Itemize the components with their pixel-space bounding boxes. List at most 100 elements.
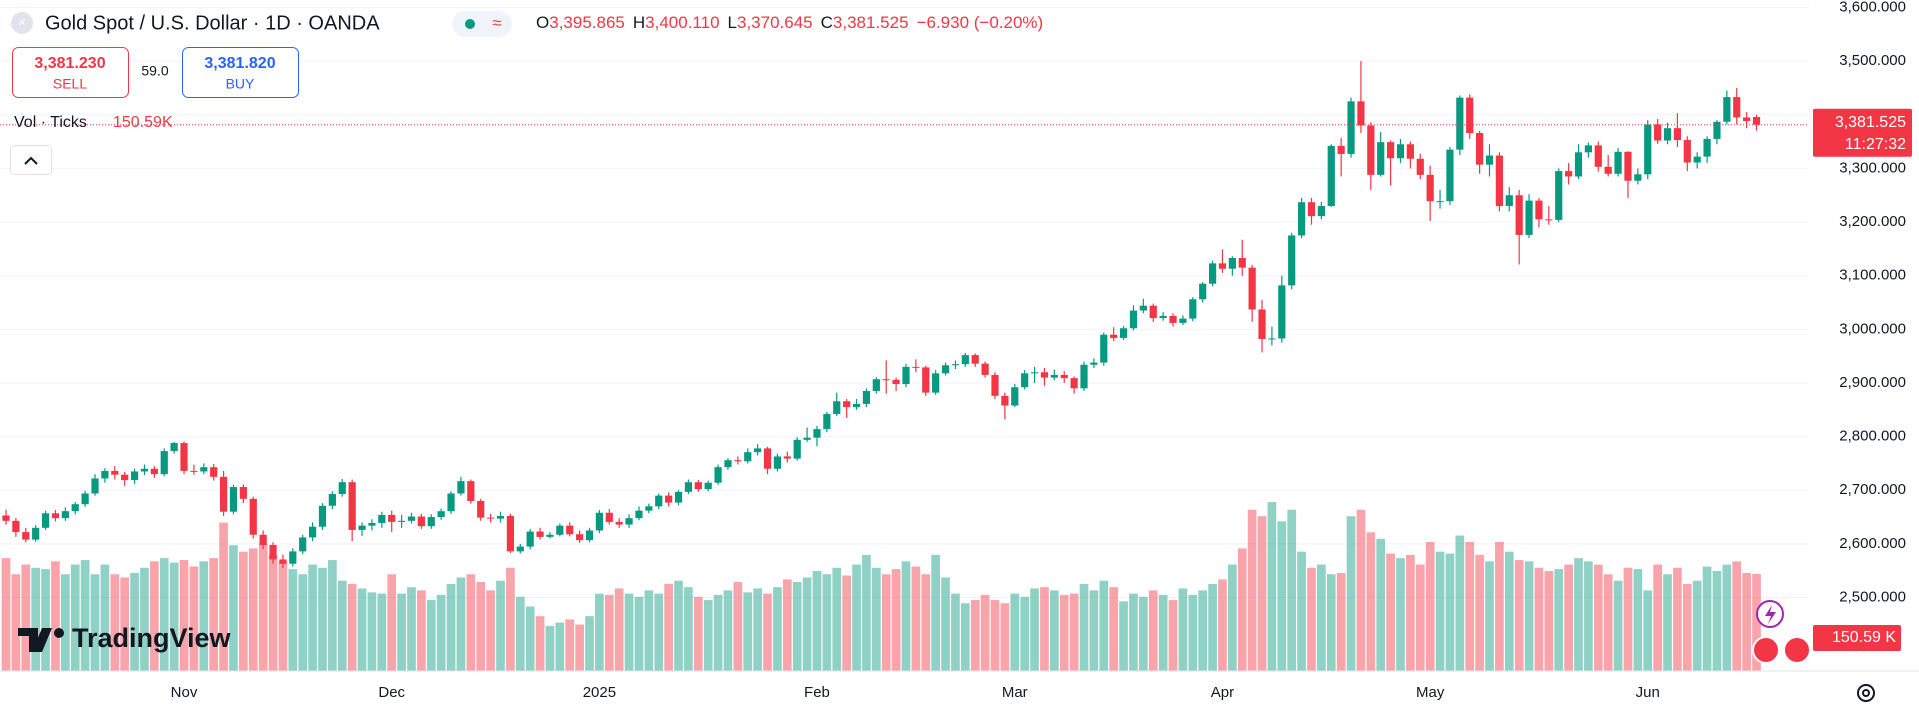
last-price-value: 3,381.525 xyxy=(1835,114,1906,131)
symbol-icon[interactable] xyxy=(11,12,33,34)
buy-button[interactable] xyxy=(182,47,299,98)
volume-bar xyxy=(792,581,802,671)
y-tick-label: 3,100.000 xyxy=(1839,267,1906,284)
volume-bar xyxy=(1079,583,1089,671)
candle-body xyxy=(259,534,267,545)
volume-bar xyxy=(1495,541,1504,671)
economic-event-icon[interactable] xyxy=(1783,636,1811,664)
collapse-icon xyxy=(24,156,38,165)
candle-body xyxy=(1060,374,1068,379)
high-value: 3,400.110 xyxy=(645,13,719,32)
volume-bar xyxy=(842,575,851,671)
y-tick-label: 2,700.000 xyxy=(1839,481,1906,498)
economic-event-icon[interactable] xyxy=(1752,636,1780,664)
candle-body xyxy=(1456,97,1464,150)
volume-bar xyxy=(288,569,298,671)
candle-body xyxy=(526,531,534,547)
settings-icon[interactable] xyxy=(1857,684,1875,702)
candle-body xyxy=(190,470,198,472)
candle-body xyxy=(1228,257,1236,269)
volume-bar xyxy=(426,600,436,671)
open-label: O xyxy=(536,13,549,32)
candle-body xyxy=(338,482,346,494)
candle-body xyxy=(793,439,801,459)
candle-body xyxy=(1179,318,1187,323)
y-tick-label: 2,900.000 xyxy=(1839,374,1906,391)
volume-bar xyxy=(862,554,871,671)
sell-button[interactable] xyxy=(12,47,129,98)
volume-bar xyxy=(1188,594,1198,671)
candle-body xyxy=(1129,310,1138,329)
volume-bar xyxy=(1593,564,1603,671)
candle-body xyxy=(694,482,702,490)
volume-bar xyxy=(1148,590,1158,671)
candle-body xyxy=(665,495,673,503)
events-glyph xyxy=(1765,605,1776,624)
candle-body xyxy=(506,515,514,552)
volume-bar xyxy=(1257,516,1267,671)
candle-body xyxy=(1743,117,1751,121)
candle-body xyxy=(101,470,109,479)
volume-bar xyxy=(674,580,683,671)
volume-bar xyxy=(229,545,238,671)
candle-body xyxy=(447,493,455,512)
candle-body xyxy=(121,474,129,481)
candle-body xyxy=(388,514,396,522)
x-tick-label: Feb xyxy=(804,684,830,701)
volume-bar xyxy=(1089,590,1099,671)
candle-body xyxy=(61,511,69,519)
candle-body xyxy=(1476,133,1484,165)
candle-body xyxy=(1495,155,1503,206)
volume-bar xyxy=(1534,567,1544,671)
volume-bar xyxy=(209,558,219,671)
volume-bar xyxy=(1030,588,1039,671)
volume-bar xyxy=(822,574,832,671)
candle-body xyxy=(1090,362,1098,365)
volume-bar xyxy=(407,587,416,671)
collapse-button[interactable] xyxy=(10,145,52,175)
candle-body xyxy=(843,401,851,408)
candle-body xyxy=(625,518,633,525)
candle-body xyxy=(1199,283,1207,300)
candle-body xyxy=(1288,235,1296,286)
candle-body xyxy=(1634,174,1642,181)
candle-body xyxy=(1683,139,1691,163)
volume-bar xyxy=(614,588,624,671)
volume-bar xyxy=(1406,554,1415,671)
volume-bar xyxy=(585,616,594,671)
candle-body xyxy=(516,546,524,552)
volume-bar xyxy=(1158,594,1168,671)
volume-bar xyxy=(852,564,861,671)
volume-bar xyxy=(446,583,456,671)
volume-bar xyxy=(100,564,110,671)
candle-body xyxy=(1446,149,1454,202)
volume-bar xyxy=(110,574,120,671)
volume-bar xyxy=(80,560,90,671)
high-label: H xyxy=(633,13,645,32)
volume-bar xyxy=(1712,571,1722,671)
volume-bar xyxy=(1297,551,1306,671)
market-open-dot xyxy=(465,19,475,29)
candle-body xyxy=(427,517,435,527)
volume-bar xyxy=(357,588,367,671)
volume-bar xyxy=(901,561,911,671)
candle-body xyxy=(348,482,356,530)
volume-bar xyxy=(1287,509,1297,671)
volume-bar xyxy=(1168,600,1178,671)
volume-bar xyxy=(832,567,842,671)
candle-body xyxy=(833,401,841,415)
volume-bar xyxy=(1554,569,1564,671)
buy-label: BUY xyxy=(226,76,255,92)
volume-bar xyxy=(140,567,149,671)
sell-price: 3,381.230 xyxy=(34,55,105,72)
volume-bar xyxy=(248,548,258,671)
candle-body xyxy=(1001,395,1009,406)
candle-body xyxy=(1040,372,1049,378)
volume-bar xyxy=(1208,583,1217,671)
volume-bar xyxy=(1673,567,1682,671)
candle-body xyxy=(585,530,594,541)
status-pill[interactable] xyxy=(452,11,512,37)
y-tick-label: 3,300.000 xyxy=(1839,159,1906,176)
volume-bar xyxy=(1020,596,1030,671)
candle-body xyxy=(1119,328,1128,338)
